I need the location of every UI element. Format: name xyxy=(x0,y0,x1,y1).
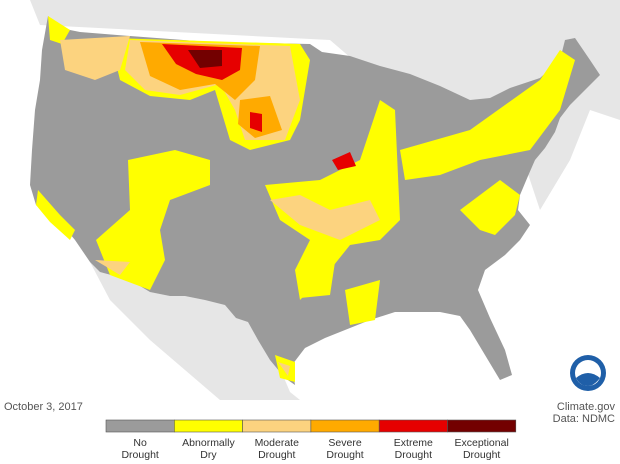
legend-label-line: Drought xyxy=(463,449,500,461)
drought-area xyxy=(95,260,130,275)
canada xyxy=(30,0,620,210)
legend-label-line: Exceptional xyxy=(455,437,509,449)
drought-area xyxy=(400,50,575,180)
legend-label-line: Drought xyxy=(121,449,158,461)
legend-label-line: Abnormally xyxy=(182,437,235,449)
legend-swatch xyxy=(174,419,243,433)
legend-label-line: Severe xyxy=(328,437,361,449)
date: October 3, 2017 xyxy=(4,401,83,413)
drought-area xyxy=(36,190,75,240)
legend-label: Moderate Drought xyxy=(255,437,300,461)
legend-swatch xyxy=(447,419,517,433)
legend-swatch xyxy=(310,419,380,433)
drought-area xyxy=(265,100,400,300)
source: Data: NDMC xyxy=(553,413,615,425)
us-map xyxy=(30,16,600,385)
drought-area xyxy=(60,36,130,80)
drought-area xyxy=(460,180,520,235)
legend-label-line: Extreme xyxy=(394,437,433,449)
legend-label: Extreme Drought xyxy=(394,437,433,461)
legend-label-line: Dry xyxy=(200,449,217,461)
legend-label: Exceptional Drought xyxy=(455,437,509,461)
legend-swatch xyxy=(105,419,175,433)
drought-area xyxy=(300,260,335,298)
legend-label: Severe Drought xyxy=(326,437,363,461)
drought-area xyxy=(250,112,262,132)
drought-area xyxy=(345,280,380,325)
legend-swatch xyxy=(242,419,312,433)
drought-area xyxy=(278,362,290,376)
drought-area xyxy=(48,16,70,44)
legend-label-line: Drought xyxy=(258,449,295,461)
drought-area xyxy=(332,152,356,170)
drought-area xyxy=(96,150,210,290)
legend-label-line: Drought xyxy=(395,449,432,461)
credit: Climate.gov xyxy=(557,401,616,413)
legend-label: No Drought xyxy=(121,437,158,461)
drought-area xyxy=(270,195,380,240)
logo-wave xyxy=(576,373,600,386)
noaa-logo xyxy=(570,355,606,391)
legend-label-line: No xyxy=(133,437,147,449)
legend-label-line: Moderate xyxy=(255,437,300,449)
legend-label-line: Drought xyxy=(326,449,363,461)
mexico xyxy=(90,262,300,400)
drought-area xyxy=(188,50,222,68)
legend-swatch xyxy=(378,419,448,433)
legend-label: Abnormally Dry xyxy=(182,437,235,461)
